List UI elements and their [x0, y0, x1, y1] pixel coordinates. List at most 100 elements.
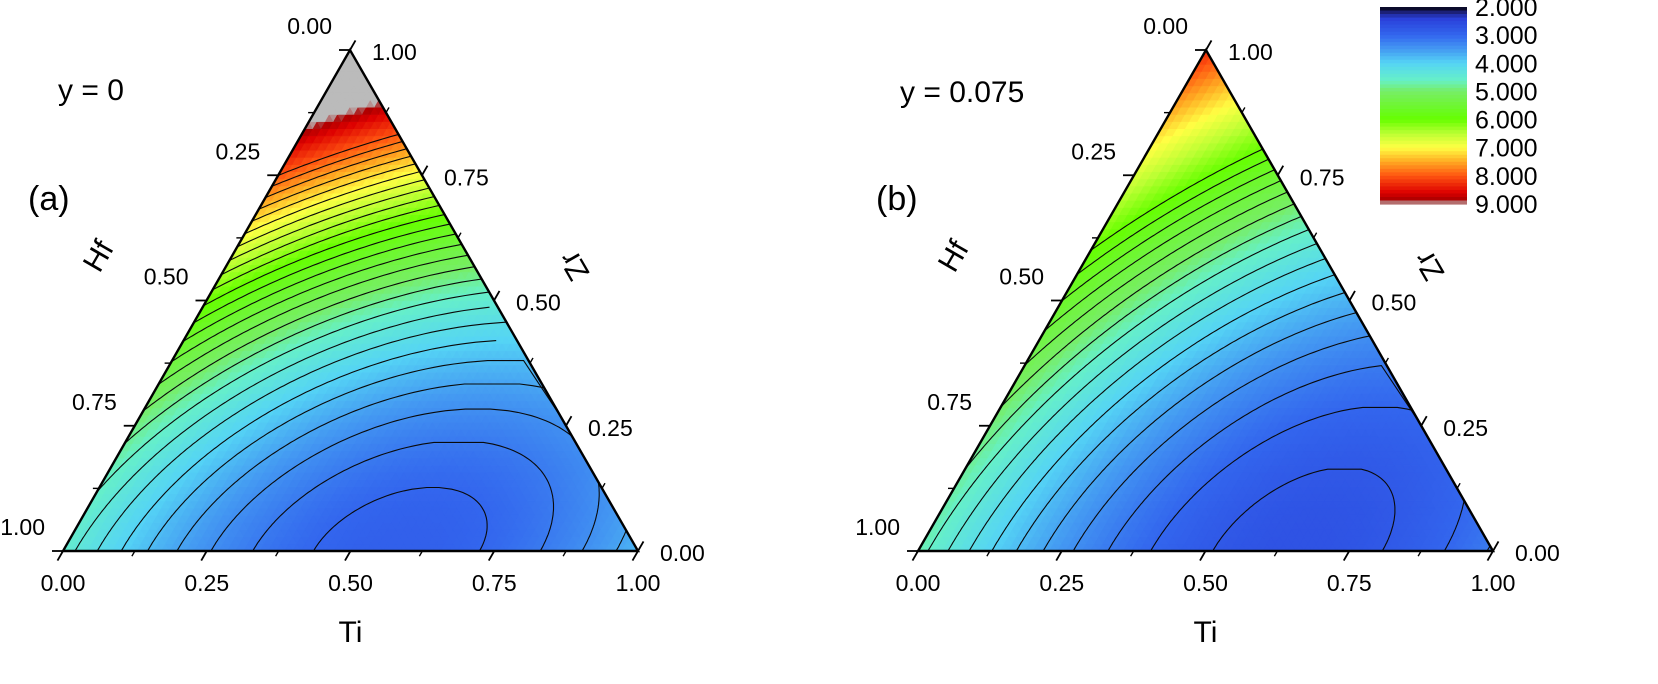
left-axis-title: Hf — [932, 234, 976, 277]
contour-line — [96, 321, 506, 551]
colorbar-band — [1380, 10, 1467, 15]
colorbar-band — [1380, 38, 1467, 43]
contour-lines — [918, 144, 1493, 551]
colorbar-band — [1380, 112, 1467, 117]
contour-line — [152, 243, 466, 375]
right-tick-label: 0.00 — [660, 540, 705, 566]
left-tick-label: 0.25 — [1071, 138, 1116, 164]
contour-line — [999, 188, 1296, 390]
colorbar-band — [1380, 200, 1467, 205]
bottom-axis-title: Ti — [1194, 616, 1218, 649]
right-tick-label: 0.25 — [1443, 415, 1488, 441]
colorbar-band — [1380, 123, 1467, 128]
colorbar-band — [1380, 130, 1467, 135]
colorbar-band — [1380, 77, 1467, 82]
contour-line — [1041, 166, 1282, 318]
colorbar-band — [1380, 17, 1467, 22]
right-tick-label: 0.50 — [516, 290, 561, 316]
bottom-axis-title: Ti — [339, 616, 363, 649]
bottom-tick-label: 0.50 — [1183, 570, 1228, 596]
panel-label: (b) — [876, 180, 918, 218]
colorbar-band — [1380, 154, 1467, 159]
left-tick-label: 0.00 — [287, 13, 332, 39]
right-tick-label: 0.75 — [444, 164, 489, 190]
colorbar-band — [1380, 35, 1467, 40]
colorbar-band — [1380, 158, 1467, 163]
contour-line — [120, 340, 497, 551]
contour-line — [188, 213, 449, 315]
right-tick-label: 0.50 — [1372, 290, 1417, 316]
bottom-tick-label: 0.75 — [1327, 570, 1372, 596]
contour-line — [74, 306, 490, 551]
colorbar-band — [1380, 175, 1467, 180]
right-tick-label: 0.25 — [588, 415, 633, 441]
contour-line — [313, 486, 488, 551]
left-tick-label: 0.25 — [215, 138, 260, 164]
colorbar-band — [1380, 45, 1467, 50]
colorbar-band — [1380, 147, 1467, 152]
contour-line — [198, 203, 448, 298]
colorbar-band — [1380, 119, 1467, 124]
colorbar-label: 3.000 — [1475, 22, 1538, 50]
colorbar-band — [1380, 144, 1467, 149]
left-axis-title: Hf — [77, 234, 121, 277]
contour-line — [1072, 144, 1272, 265]
left-tick-label: 0.75 — [927, 389, 972, 415]
contour-line — [927, 226, 1316, 551]
contour-lines — [63, 131, 638, 551]
bottom-tick-label: 1.00 — [1471, 570, 1516, 596]
right-tick-label: 1.00 — [372, 39, 417, 65]
colorbar-label: 8.000 — [1475, 163, 1538, 191]
contour-line — [122, 264, 484, 428]
colorbar-band — [1380, 161, 1467, 166]
contour-line — [147, 360, 638, 551]
right-tick-label: 1.00 — [1228, 39, 1273, 65]
contour-line — [98, 278, 484, 468]
colorbar-band — [1380, 80, 1467, 85]
contour-line — [165, 231, 466, 353]
contour-line — [210, 408, 600, 551]
contour-line — [1015, 289, 1353, 551]
colorbar-band — [1380, 165, 1467, 170]
contour-line — [265, 131, 408, 181]
colorbar-band — [1380, 87, 1467, 93]
contour-line — [1150, 406, 1467, 551]
contour-line — [1021, 176, 1290, 351]
colorbar-band — [1380, 73, 1467, 78]
left-tick-label: 0.50 — [144, 264, 189, 290]
left-tick-label: 0.00 — [1143, 13, 1188, 39]
colorbar-band — [1380, 105, 1467, 110]
colorbar-band — [1380, 21, 1467, 26]
contour-line — [1212, 468, 1396, 551]
contour-line — [206, 194, 440, 283]
colorbar-band — [1380, 172, 1467, 177]
contour-line — [140, 253, 477, 398]
left-tick-label: 0.50 — [999, 264, 1044, 290]
contour-line — [258, 139, 408, 193]
contour-fill — [918, 50, 1493, 551]
colorbar-band — [1380, 182, 1467, 188]
colorbar-band — [1380, 14, 1467, 19]
contour-line — [244, 154, 415, 216]
ternary-panel-b: 0.00 0.25 0.50 0.75 1.00 1.00 0.75 0.50 0.25 0.00… — [855, 13, 1560, 649]
colorbar-band — [1380, 52, 1467, 57]
contour-line — [1107, 365, 1493, 551]
colorbar-label: 9.000 — [1475, 191, 1538, 219]
colorbar-band — [1380, 24, 1467, 29]
colorbar-band — [1380, 137, 1467, 142]
colorbar-band — [1380, 91, 1467, 96]
colorbar-band — [1380, 42, 1467, 47]
contour-line — [177, 221, 461, 333]
ternary-panel-a: 0.00 0.25 0.50 0.75 1.00 1.00 0.75 0.50 0.25 0.00… — [0, 13, 705, 649]
right-tick-label: 0.75 — [1300, 164, 1345, 190]
contour-line — [252, 441, 555, 551]
colorbar-band — [1380, 186, 1467, 191]
left-tick-label: 1.00 — [855, 514, 900, 540]
colorbar-band — [1380, 56, 1467, 61]
left-tick-label: 0.75 — [72, 389, 117, 415]
bottom-tick-label: 0.00 — [896, 570, 941, 596]
colorbar-band — [1380, 151, 1467, 156]
contour-line — [1072, 335, 1372, 551]
